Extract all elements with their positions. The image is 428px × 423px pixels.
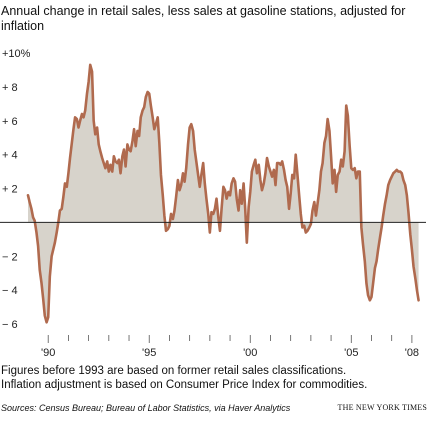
note-line-2: Inflation adjustment is based on Consume… — [1, 379, 368, 391]
retail-sales-chart: +10% + 8 + 6 + 4 + 2 − 2 − 4 − 6 '90 '95 '00 '05 '0… — [0, 48, 426, 359]
y-tick-label: − 6 — [2, 319, 18, 331]
source-text: Sources: Census Bureau; Bureau of Labor … — [1, 403, 291, 413]
y-tick-label: + 6 — [2, 116, 18, 128]
y-tick-label: + 8 — [2, 82, 18, 94]
footer: Sources: Census Bureau; Bureau of Labor … — [1, 403, 427, 417]
y-tick-label: +10% — [2, 48, 31, 60]
chart-notes: Figures before 1993 are based on former … — [1, 364, 426, 392]
x-tick-label: '95 — [142, 347, 156, 359]
series-line — [26, 63, 420, 324]
note-line-1: Figures before 1993 are based on former … — [1, 365, 347, 377]
chart-title: Annual change in retail sales, less sale… — [1, 4, 406, 33]
x-axis: '90 '95 '00 '05 '08 — [41, 335, 419, 359]
y-tick-label: + 4 — [2, 150, 18, 162]
x-tick-label: '08 — [405, 347, 419, 359]
publisher-credit: THE NEW YORK TIMES — [337, 403, 427, 412]
x-tick-label: '90 — [41, 347, 55, 359]
x-tick-label: '05 — [344, 347, 358, 359]
y-tick-label: + 2 — [2, 184, 18, 196]
x-tick-label: '00 — [243, 347, 257, 359]
y-tick-label: − 4 — [2, 285, 18, 297]
y-axis-labels: +10% + 8 + 6 + 4 + 2 − 2 − 4 − 6 — [2, 48, 31, 331]
y-tick-label: − 2 — [2, 251, 18, 263]
area-layer — [26, 63, 420, 324]
